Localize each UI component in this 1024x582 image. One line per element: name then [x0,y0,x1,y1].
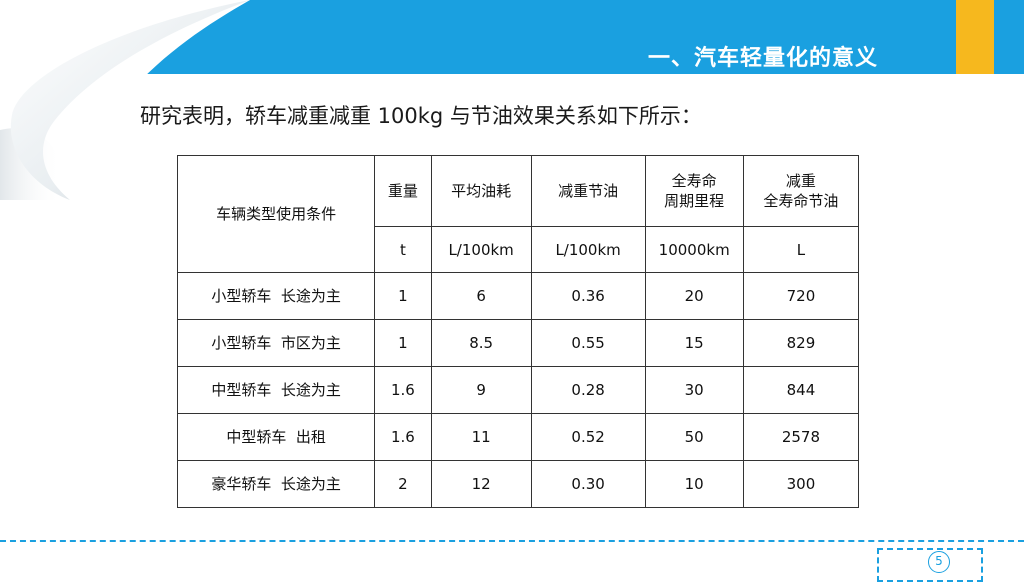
unit-cell: L/100km [430,226,532,273]
fuel-saving-table: 车辆类型使用条件 重量 平均油耗 减重节油 全寿命 周期里程 减重 全寿命节油 … [176,155,860,508]
table-cell: 豪华轿车 长途为主 [176,460,376,508]
table-cell: 20 [644,272,744,320]
header-cell: 重量 [374,155,432,227]
header-accent-block [956,0,994,74]
table-cell: 10 [644,460,744,508]
table-row: 中型轿车 长途为主 1.6 9 0.28 30 844 [176,366,860,414]
table-cell: 1.6 [374,366,432,414]
table-cell: 1 [374,319,432,367]
page-curl-decoration [0,0,251,210]
table-cell: 1 [374,272,432,320]
table-cell: 50 [644,413,744,461]
table-cell: 2 [374,460,432,508]
slide-title: 一、汽车轻量化的意义 [647,46,878,71]
table-cell: 11 [430,413,532,461]
table-cell: 小型轿车 长途为主 [176,272,376,320]
table-cell: 0.52 [530,413,646,461]
table-cell: 844 [742,366,860,414]
table-cell: 300 [742,460,860,508]
table-row: 豪华轿车 长途为主 2 12 0.30 10 300 [176,460,860,508]
table-cell: 8.5 [430,319,532,367]
header-cell: 平均油耗 [430,155,532,227]
table-row: 小型轿车 长途为主 1 6 0.36 20 720 [176,272,860,320]
table-cell: 12 [430,460,532,508]
unit-cell: 10000km [644,226,744,273]
table-cell: 15 [644,319,744,367]
table-cell: 1.6 [374,413,432,461]
table-cell: 小型轿车 市区为主 [176,319,376,367]
page-number: 5 [928,551,950,573]
footer-divider [0,540,1024,542]
table-row: 中型轿车 出租 1.6 11 0.52 50 2578 [176,413,860,461]
table-cell: 30 [644,366,744,414]
table-cell: 720 [742,272,860,320]
table-cell: 6 [430,272,532,320]
intro-text: 研究表明，轿车减重减重 100kg 与节油效果关系如下所示： [140,104,702,128]
unit-cell: L/100km [530,226,646,273]
unit-cell: t [374,226,432,273]
table-header-row: 车辆类型使用条件 重量 平均油耗 减重节油 全寿命 周期里程 减重 全寿命节油 [176,155,860,273]
table-cell: 0.55 [530,319,646,367]
header-cell: 全寿命 周期里程 [644,155,744,227]
table-cell: 9 [430,366,532,414]
table-cell: 829 [742,319,860,367]
table-cell: 中型轿车 长途为主 [176,366,376,414]
table-cell: 2578 [742,413,860,461]
header-cell: 减重 全寿命节油 [742,155,860,227]
table-cell: 0.36 [530,272,646,320]
table-cell: 0.28 [530,366,646,414]
table-row: 小型轿车 市区为主 1 8.5 0.55 15 829 [176,319,860,367]
table-cell: 0.30 [530,460,646,508]
header-cell: 减重节油 [530,155,646,227]
header-cell: 车辆类型使用条件 [176,155,376,273]
table-cell: 中型轿车 出租 [176,413,376,461]
table-unit-row: t L/100km L/100km 10000km L [178,226,860,273]
unit-cell: L [742,226,860,273]
